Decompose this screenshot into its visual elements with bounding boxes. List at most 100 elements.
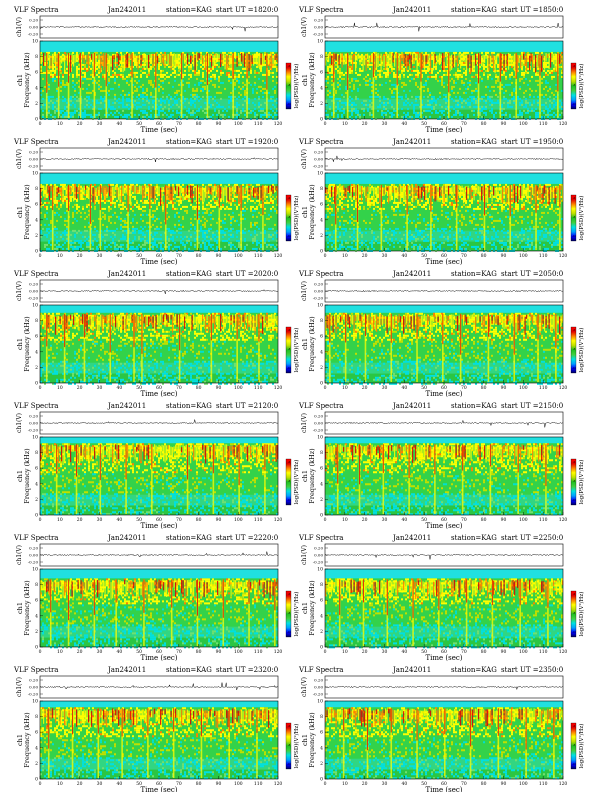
spectrogram-cell xyxy=(423,70,425,72)
spectrogram-cell xyxy=(367,104,369,106)
spectrogram-cell xyxy=(190,204,192,206)
spectrogram-cell xyxy=(427,78,429,80)
spectrogram-cell xyxy=(200,246,202,248)
spectrogram-cell xyxy=(194,72,196,74)
upper-band-emission xyxy=(445,53,446,57)
spectrogram-cell xyxy=(359,68,361,70)
spectrogram-cell xyxy=(60,206,62,208)
spectrogram-cell xyxy=(535,108,537,110)
spectrogram-cell xyxy=(182,206,184,208)
spectrogram-cell xyxy=(44,246,46,248)
spectrogram-cell xyxy=(361,108,363,110)
spectrogram-cell xyxy=(489,110,491,112)
spectrogram-cell xyxy=(445,108,447,110)
spectrogram-cell xyxy=(208,196,210,198)
spectrogram-cell xyxy=(268,70,270,72)
spectrogram-cell xyxy=(120,70,122,72)
upper-band-emission xyxy=(339,55,340,65)
spectrogram-cell xyxy=(351,52,353,54)
spectrogram-cell xyxy=(110,204,112,206)
spectrogram-cell xyxy=(242,218,244,220)
x-tick-label: 90 xyxy=(501,121,507,127)
spectrogram-cell xyxy=(244,92,246,94)
upper-band-emission xyxy=(354,54,355,59)
spectrogram-cell xyxy=(218,60,220,62)
spectrogram-cell xyxy=(190,242,192,244)
spectrogram-cell xyxy=(339,76,341,78)
spectrogram-cell xyxy=(369,114,371,116)
spectrogram-cell xyxy=(339,84,341,86)
spectrogram-cell xyxy=(192,100,194,102)
spectrogram-cell xyxy=(433,52,435,54)
spectrogram-cell xyxy=(172,236,174,238)
spectrogram-cell xyxy=(465,100,467,102)
spectrogram-cell xyxy=(150,92,152,94)
spectrogram-cell xyxy=(50,206,52,208)
upper-band-emission xyxy=(61,187,62,201)
spectrogram-cell xyxy=(184,210,186,212)
upper-band-emission xyxy=(160,188,161,206)
spectrogram-cell xyxy=(551,72,553,74)
spectrogram-cell xyxy=(385,114,387,116)
spectrogram-cell xyxy=(553,104,555,106)
spectrogram-cell xyxy=(537,100,539,102)
spectrogram-cell xyxy=(198,216,200,218)
spectrogram-cell xyxy=(206,236,208,238)
spectrogram-cell xyxy=(423,106,425,108)
spectrogram-cell xyxy=(128,104,130,106)
spectrogram-cell xyxy=(50,72,52,74)
spectrogram-cell xyxy=(403,82,405,84)
spectrogram-cell xyxy=(64,98,66,100)
upper-band-emission xyxy=(202,55,203,64)
spectrogram-cell xyxy=(445,102,447,104)
spectrogram-cell xyxy=(124,230,126,232)
spectrogram-cell xyxy=(202,206,204,208)
spectrogram-cell xyxy=(254,248,256,250)
spectrogram-cell xyxy=(96,198,98,200)
panel-station: station=KAG xyxy=(166,6,212,14)
spectrogram-cell xyxy=(124,238,126,240)
spectrogram-cell xyxy=(244,90,246,92)
spectrogram-cell xyxy=(152,86,154,88)
spectrogram-cell xyxy=(489,98,491,100)
spectrogram-cell xyxy=(367,74,369,76)
spectrogram-cell xyxy=(272,184,274,186)
spectrogram-cell xyxy=(220,226,222,228)
spectrogram-cell xyxy=(543,112,545,114)
spectrogram-cell xyxy=(433,96,435,98)
spectrogram-cell xyxy=(202,110,204,112)
spectrogram-cell xyxy=(42,114,44,116)
spectrogram-cell xyxy=(60,204,62,206)
upper-band-emission xyxy=(273,55,274,67)
spectrogram-cell xyxy=(206,240,208,242)
spectrogram-cell xyxy=(493,114,495,116)
spectrogram-cell xyxy=(102,200,104,202)
upper-band-emission xyxy=(51,186,52,191)
spectrogram-cell xyxy=(541,78,543,80)
upper-band-emission xyxy=(553,54,554,65)
spectrogram-cell xyxy=(116,248,118,250)
spectrogram-cell xyxy=(64,108,66,110)
spectrogram-cell xyxy=(138,106,140,108)
spectrogram-cell xyxy=(254,208,256,210)
spectrogram-cell xyxy=(70,114,72,116)
spectrogram-cell xyxy=(158,64,160,66)
spectrogram-cell xyxy=(469,72,471,74)
spectrogram-cell xyxy=(254,240,256,242)
spectrogram-cell xyxy=(455,114,457,116)
upper-band-emission xyxy=(156,188,157,193)
spectrogram-cell xyxy=(495,82,497,84)
upper-band-emission xyxy=(520,55,521,68)
spectrogram-cell xyxy=(497,100,499,102)
spectrogram-cell xyxy=(258,110,260,112)
spectrogram-cell xyxy=(232,236,234,238)
spectrogram-cell xyxy=(88,98,90,100)
spectrogram-cell xyxy=(174,216,176,218)
spectrogram-cell xyxy=(529,104,531,106)
spectrogram-cell xyxy=(403,102,405,104)
upper-band-emission xyxy=(57,188,58,197)
upper-band-emission xyxy=(148,186,149,197)
spectrogram-cell xyxy=(451,88,453,90)
spectrogram-cell xyxy=(204,112,206,114)
upper-band-emission xyxy=(186,56,187,67)
